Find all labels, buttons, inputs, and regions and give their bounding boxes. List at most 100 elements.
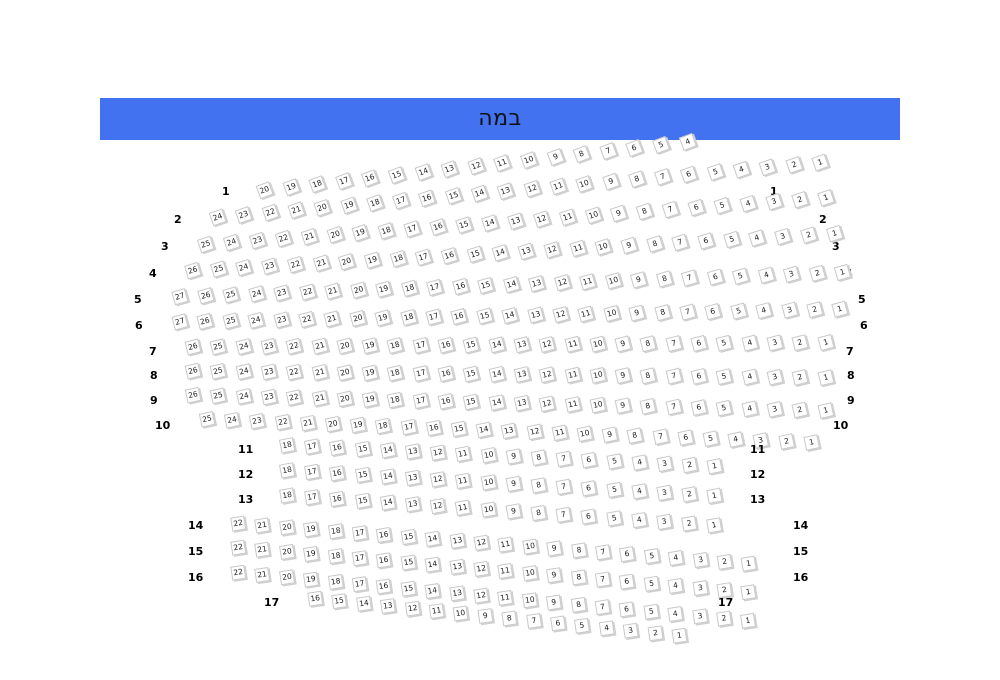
seat-r8-s6[interactable]: 6 bbox=[690, 367, 708, 385]
seat-r10-s19[interactable]: 19 bbox=[349, 416, 367, 434]
seat-r5-s16[interactable]: 16 bbox=[451, 277, 469, 296]
seat-r16-s12[interactable]: 12 bbox=[473, 587, 490, 604]
seat-r2-s5[interactable]: 5 bbox=[706, 163, 725, 182]
seat-r2-s1[interactable]: 1 bbox=[811, 153, 830, 172]
seat-r16-s4[interactable]: 4 bbox=[667, 606, 684, 622]
seat-r10-s2[interactable]: 2 bbox=[777, 433, 795, 450]
seat-r10-s12[interactable]: 12 bbox=[526, 423, 543, 441]
seat-r15-s19[interactable]: 19 bbox=[303, 545, 320, 563]
seat-r5-s12[interactable]: 12 bbox=[553, 274, 571, 292]
seat-r17-s13[interactable]: 13 bbox=[380, 598, 397, 615]
seat-r13-s16[interactable]: 16 bbox=[329, 490, 346, 508]
seat-r7-s4[interactable]: 4 bbox=[741, 334, 759, 352]
seat-r8-s15[interactable]: 15 bbox=[462, 365, 480, 383]
seat-r6-s5[interactable]: 5 bbox=[730, 302, 748, 320]
seat-r12-s16[interactable]: 16 bbox=[329, 465, 346, 482]
seat-r5-s24[interactable]: 24 bbox=[247, 285, 266, 303]
seat-r4-s6[interactable]: 6 bbox=[697, 232, 715, 250]
seat-r6-s8[interactable]: 8 bbox=[653, 304, 672, 322]
seat-r3-s20[interactable]: 20 bbox=[326, 225, 344, 244]
seat-r2-s21[interactable]: 21 bbox=[287, 201, 306, 220]
seat-r5-s14[interactable]: 14 bbox=[502, 275, 520, 294]
seat-r7-s15[interactable]: 15 bbox=[462, 336, 480, 354]
seat-r11-s16[interactable]: 16 bbox=[329, 439, 346, 457]
seat-r8-s18[interactable]: 18 bbox=[386, 364, 404, 382]
seat-r1-s13[interactable]: 13 bbox=[440, 160, 459, 179]
seat-r15-s6[interactable]: 6 bbox=[619, 573, 636, 590]
seat-r14-s11[interactable]: 11 bbox=[497, 536, 514, 553]
seat-r12-s12[interactable]: 12 bbox=[429, 471, 447, 488]
seat-r7-s17[interactable]: 17 bbox=[412, 336, 430, 354]
seat-r9-s3[interactable]: 3 bbox=[766, 401, 784, 418]
seat-r16-s11[interactable]: 11 bbox=[497, 589, 514, 606]
seat-r14-s19[interactable]: 19 bbox=[303, 521, 320, 538]
seat-r10-s17[interactable]: 17 bbox=[400, 418, 417, 436]
seat-r12-s14[interactable]: 14 bbox=[379, 468, 396, 485]
seat-r5-s11[interactable]: 11 bbox=[578, 273, 597, 291]
seat-r10-s1[interactable]: 1 bbox=[803, 434, 820, 451]
seat-r9-s6[interactable]: 6 bbox=[690, 399, 708, 416]
seat-r13-s17[interactable]: 17 bbox=[304, 489, 321, 506]
seat-r9-s18[interactable]: 18 bbox=[387, 391, 404, 409]
seat-r16-s18[interactable]: 18 bbox=[327, 573, 344, 590]
seat-r13-s4[interactable]: 4 bbox=[631, 511, 648, 529]
seat-r9-s19[interactable]: 19 bbox=[361, 391, 379, 408]
seat-r16-s22[interactable]: 22 bbox=[230, 564, 247, 581]
seat-r6-s26[interactable]: 26 bbox=[196, 312, 214, 330]
seat-r5-s27[interactable]: 27 bbox=[171, 288, 189, 306]
seat-r3-s11[interactable]: 11 bbox=[558, 208, 577, 227]
seat-r12-s7[interactable]: 7 bbox=[555, 478, 573, 496]
seat-r6-s7[interactable]: 7 bbox=[679, 303, 697, 321]
seat-r8-s1[interactable]: 1 bbox=[817, 369, 834, 387]
seat-r15-s20[interactable]: 20 bbox=[278, 543, 295, 560]
seat-r15-s13[interactable]: 13 bbox=[448, 558, 466, 575]
seat-r7-s10[interactable]: 10 bbox=[589, 335, 607, 353]
seat-r13-s13[interactable]: 13 bbox=[404, 496, 421, 513]
seat-r16-s14[interactable]: 14 bbox=[424, 583, 441, 600]
seat-r3-s4[interactable]: 4 bbox=[739, 194, 757, 213]
seat-r9-s23[interactable]: 23 bbox=[260, 388, 278, 406]
seat-r16-s5[interactable]: 5 bbox=[643, 603, 660, 620]
seat-r5-s4[interactable]: 4 bbox=[757, 266, 775, 284]
seat-r2-s12[interactable]: 12 bbox=[523, 179, 541, 198]
seat-r17-s3[interactable]: 3 bbox=[622, 622, 639, 639]
seat-r4-s20[interactable]: 20 bbox=[337, 252, 356, 271]
seat-r15-s4[interactable]: 4 bbox=[667, 577, 684, 594]
seat-r17-s16[interactable]: 16 bbox=[307, 590, 324, 607]
seat-r7-s3[interactable]: 3 bbox=[766, 334, 784, 352]
seat-r3-s25[interactable]: 25 bbox=[196, 235, 215, 254]
seat-r1-s19[interactable]: 19 bbox=[282, 178, 301, 197]
seat-r9-s1[interactable]: 1 bbox=[817, 402, 834, 419]
seat-r14-s10[interactable]: 10 bbox=[522, 538, 539, 555]
seat-r5-s20[interactable]: 20 bbox=[349, 281, 367, 299]
seat-r3-s7[interactable]: 7 bbox=[661, 200, 680, 219]
seat-r9-s26[interactable]: 26 bbox=[184, 386, 202, 404]
seat-r1-s11[interactable]: 11 bbox=[493, 154, 512, 173]
seat-r7-s26[interactable]: 26 bbox=[184, 338, 202, 356]
seat-r2-s6[interactable]: 6 bbox=[680, 165, 699, 184]
seat-r11-s4[interactable]: 4 bbox=[631, 454, 648, 471]
seat-r7-s14[interactable]: 14 bbox=[488, 336, 506, 354]
seat-r5-s6[interactable]: 6 bbox=[706, 268, 724, 286]
seat-r1-s4[interactable]: 4 bbox=[678, 133, 697, 152]
seat-r6-s18[interactable]: 18 bbox=[399, 308, 418, 327]
seat-r3-s2[interactable]: 2 bbox=[790, 190, 809, 209]
seat-r4-s10[interactable]: 10 bbox=[594, 238, 613, 256]
seat-r16-s21[interactable]: 21 bbox=[254, 566, 271, 583]
seat-r3-s23[interactable]: 23 bbox=[248, 231, 267, 250]
seat-r8-s9[interactable]: 9 bbox=[614, 367, 632, 385]
seat-r12-s17[interactable]: 17 bbox=[304, 463, 321, 481]
seat-r14-s2[interactable]: 2 bbox=[716, 553, 733, 570]
seat-r1-s5[interactable]: 5 bbox=[652, 136, 671, 155]
seat-r4-s12[interactable]: 12 bbox=[543, 241, 561, 259]
seat-r17-s10[interactable]: 10 bbox=[452, 605, 469, 622]
seat-r14-s9[interactable]: 9 bbox=[546, 540, 563, 557]
seat-r14-s7[interactable]: 7 bbox=[595, 544, 612, 561]
seat-r9-s10[interactable]: 10 bbox=[589, 396, 607, 414]
seat-r5-s22[interactable]: 22 bbox=[298, 283, 316, 301]
seat-r6-s23[interactable]: 23 bbox=[272, 311, 291, 329]
seat-r7-s6[interactable]: 6 bbox=[690, 334, 708, 352]
seat-r15-s21[interactable]: 21 bbox=[254, 541, 271, 558]
seat-r2-s11[interactable]: 11 bbox=[549, 177, 568, 196]
seat-r1-s18[interactable]: 18 bbox=[308, 175, 327, 194]
